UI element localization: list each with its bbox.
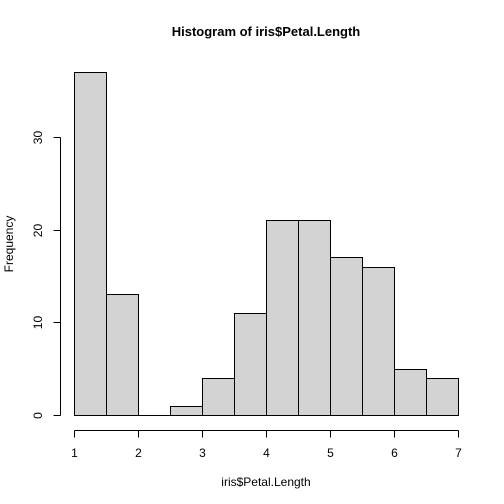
histogram-bar-4	[202, 378, 235, 416]
x-tick-label-4: 4	[263, 446, 270, 460]
x-tick-label-5: 5	[327, 446, 334, 460]
x-tick-label-1: 1	[71, 446, 78, 460]
x-axis: 1 2 3 4 5 6 7	[71, 430, 462, 460]
x-tick-label-6: 6	[391, 446, 398, 460]
histogram-bar-5	[234, 313, 267, 416]
histogram-bar-1	[106, 294, 139, 416]
histogram-bar-3	[170, 406, 203, 416]
x-axis-label: iris$Petal.Length	[221, 475, 310, 489]
histogram-bar-9	[362, 267, 395, 416]
histogram-bar-8	[330, 257, 363, 416]
histogram-bar-6	[266, 220, 299, 416]
chart-title: Histogram of iris$Petal.Length	[172, 24, 361, 39]
y-axis: 0 10 20 30	[31, 131, 61, 419]
x-tick-label-2: 2	[135, 446, 142, 460]
bars-group	[74, 72, 459, 416]
y-tick-label-10: 10	[31, 316, 45, 330]
y-tick-label-20: 20	[31, 224, 45, 238]
histogram-bar-10	[394, 369, 427, 416]
histogram-bar-11	[426, 378, 459, 416]
y-axis-label: Frequency	[2, 216, 16, 273]
y-tick-label-0: 0	[31, 412, 45, 419]
x-tick-label-3: 3	[199, 446, 206, 460]
histogram-bar-7	[298, 220, 331, 416]
histogram-bar-0	[74, 72, 107, 416]
y-tick-label-30: 30	[31, 131, 45, 145]
x-tick-label-7: 7	[455, 446, 462, 460]
